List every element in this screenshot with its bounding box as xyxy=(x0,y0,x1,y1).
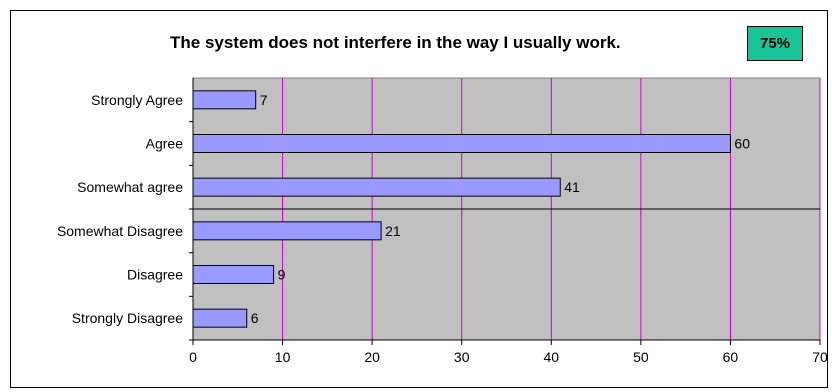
data-label: 9 xyxy=(278,267,286,283)
x-tick-label: 60 xyxy=(723,349,739,365)
category-label: Agree xyxy=(146,136,184,152)
category-label: Disagree xyxy=(127,267,183,283)
x-tick-label: 70 xyxy=(812,349,828,365)
bar xyxy=(192,265,275,284)
data-label: 7 xyxy=(260,92,268,108)
bar xyxy=(192,308,248,328)
x-tick-label: 10 xyxy=(275,349,291,365)
category-label: Somewhat agree xyxy=(77,179,183,195)
bar xyxy=(192,134,731,153)
category-label: Somewhat Disagree xyxy=(57,223,183,239)
bar xyxy=(192,221,382,241)
data-label: 41 xyxy=(564,179,580,195)
data-label: 60 xyxy=(734,136,750,152)
category-labels: Strongly Agree Agree Somewhat agree Somewha… xyxy=(57,92,193,341)
bar xyxy=(192,177,561,197)
x-tick-label: 50 xyxy=(633,349,649,365)
category-label: Strongly Agree xyxy=(91,92,183,108)
bars xyxy=(192,90,731,328)
category-label: Strongly Disagree xyxy=(72,310,183,326)
bar xyxy=(192,90,257,110)
x-tick-label: 0 xyxy=(189,349,197,365)
data-labels: 7 60 41 21 9 6 xyxy=(251,92,750,326)
x-tick-label: 40 xyxy=(543,349,559,365)
data-label: 6 xyxy=(251,310,259,326)
chart-title: The system does not interfere in the way… xyxy=(170,33,621,52)
x-axis: 0 10 20 30 40 50 60 70 xyxy=(189,339,828,365)
data-label: 21 xyxy=(385,223,401,239)
percentage-badge: 75% xyxy=(747,26,803,61)
x-tick-label: 20 xyxy=(364,349,380,365)
x-tick-label: 30 xyxy=(454,349,470,365)
